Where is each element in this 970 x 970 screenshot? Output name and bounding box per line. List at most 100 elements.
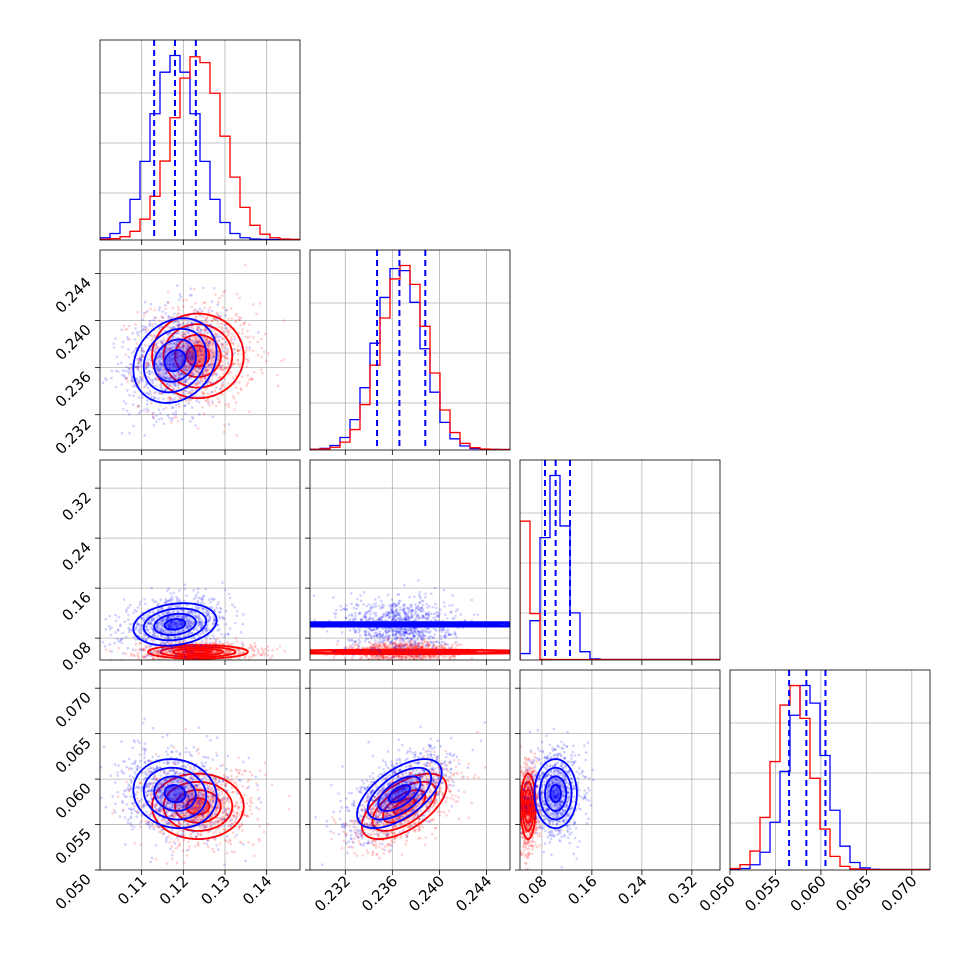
scatter-point xyxy=(146,399,149,402)
scatter-point xyxy=(159,374,163,378)
scatter-point xyxy=(453,633,457,636)
scatter-point xyxy=(208,404,211,407)
scatter-point xyxy=(256,353,260,357)
scatter-point xyxy=(180,361,184,364)
scatter-point xyxy=(116,362,120,366)
scatter-point xyxy=(176,320,179,323)
scatter-point xyxy=(146,362,150,366)
scatter-point xyxy=(453,663,456,666)
scatter-point xyxy=(131,331,135,335)
scatter-point xyxy=(242,644,245,648)
scatter-point xyxy=(127,324,131,328)
scatter-point xyxy=(181,649,184,653)
scatter-point xyxy=(172,357,175,360)
scatter-point xyxy=(144,391,148,395)
scatter-point xyxy=(198,307,202,310)
scatter-point xyxy=(402,656,405,659)
scatter-point xyxy=(149,654,153,658)
scatter-point xyxy=(137,655,140,658)
scatter-point xyxy=(195,348,199,351)
scatter-point xyxy=(153,651,157,654)
scatter-point xyxy=(128,337,132,341)
scatter-point xyxy=(434,628,437,631)
scatter-point xyxy=(149,392,152,395)
scatter-point xyxy=(206,620,210,624)
scatter-point xyxy=(189,621,193,624)
scatter-point xyxy=(207,365,210,368)
scatter-point xyxy=(198,346,202,349)
scatter-point xyxy=(179,341,182,345)
scatter-point xyxy=(411,616,414,620)
scatter-point xyxy=(181,367,185,370)
scatter-point xyxy=(372,658,375,660)
scatter-point xyxy=(159,642,163,645)
scatter-point xyxy=(134,638,138,641)
scatter-point xyxy=(188,625,192,628)
scatter-point xyxy=(222,372,225,375)
scatter-point xyxy=(204,645,207,648)
scatter-point xyxy=(448,604,451,607)
scatter-point xyxy=(423,638,427,642)
scatter-point xyxy=(221,342,225,346)
scatter-point xyxy=(141,348,144,352)
scatter-point xyxy=(181,630,184,633)
scatter-point xyxy=(159,620,163,623)
scatter-point xyxy=(204,327,207,331)
scatter-point xyxy=(432,656,436,660)
scatter-point xyxy=(225,308,229,312)
scatter-point xyxy=(181,359,184,362)
scatter-point xyxy=(205,316,209,320)
scatter-point xyxy=(144,646,148,650)
scatter-point xyxy=(144,384,147,388)
scatter-point xyxy=(130,379,133,383)
scatter-point xyxy=(194,338,198,341)
scatter-point xyxy=(450,660,453,663)
scatter-point xyxy=(171,598,174,601)
scatter-point xyxy=(212,317,216,320)
scatter-point xyxy=(181,609,185,613)
scatter-point xyxy=(283,649,287,653)
scatter-point xyxy=(150,338,153,342)
scatter-point xyxy=(160,606,164,610)
scatter-point xyxy=(171,326,175,329)
scatter-point xyxy=(176,640,179,643)
scatter-point xyxy=(184,655,187,659)
scatter-point xyxy=(197,339,200,343)
scatter-point xyxy=(429,640,432,644)
scatter-point xyxy=(203,384,207,388)
scatter-point xyxy=(355,643,359,647)
scatter-point xyxy=(227,317,230,320)
scatter-point xyxy=(104,617,108,621)
scatter-point xyxy=(233,347,237,351)
scatter-point xyxy=(169,359,173,363)
scatter-point xyxy=(199,332,203,335)
scatter-point xyxy=(220,344,224,347)
scatter-point xyxy=(167,315,170,319)
scatter-point xyxy=(376,657,380,660)
scatter-point xyxy=(135,623,139,627)
scatter-point xyxy=(181,344,185,348)
scatter-point xyxy=(156,624,160,627)
scatter-point xyxy=(190,325,194,329)
scatter-point xyxy=(225,350,228,354)
scatter-point xyxy=(134,365,138,368)
scatter-point xyxy=(144,331,148,334)
scatter-point xyxy=(157,369,161,372)
scatter-point xyxy=(432,643,436,647)
scatter-point xyxy=(173,604,177,608)
scatter-point xyxy=(409,643,413,646)
scatter-point xyxy=(370,606,373,610)
scatter-point xyxy=(420,646,424,650)
scatter-point xyxy=(243,321,246,324)
scatter-point xyxy=(399,644,403,648)
scatter-point xyxy=(414,631,418,635)
scatter-point xyxy=(185,619,189,623)
scatter-point xyxy=(386,613,390,617)
scatter-point xyxy=(180,616,183,619)
scatter-point xyxy=(382,655,386,659)
scatter-point xyxy=(158,391,162,395)
scatter-point xyxy=(167,377,171,381)
scatter-point xyxy=(226,329,230,333)
scatter-point xyxy=(423,629,427,632)
scatter-point xyxy=(434,615,438,618)
